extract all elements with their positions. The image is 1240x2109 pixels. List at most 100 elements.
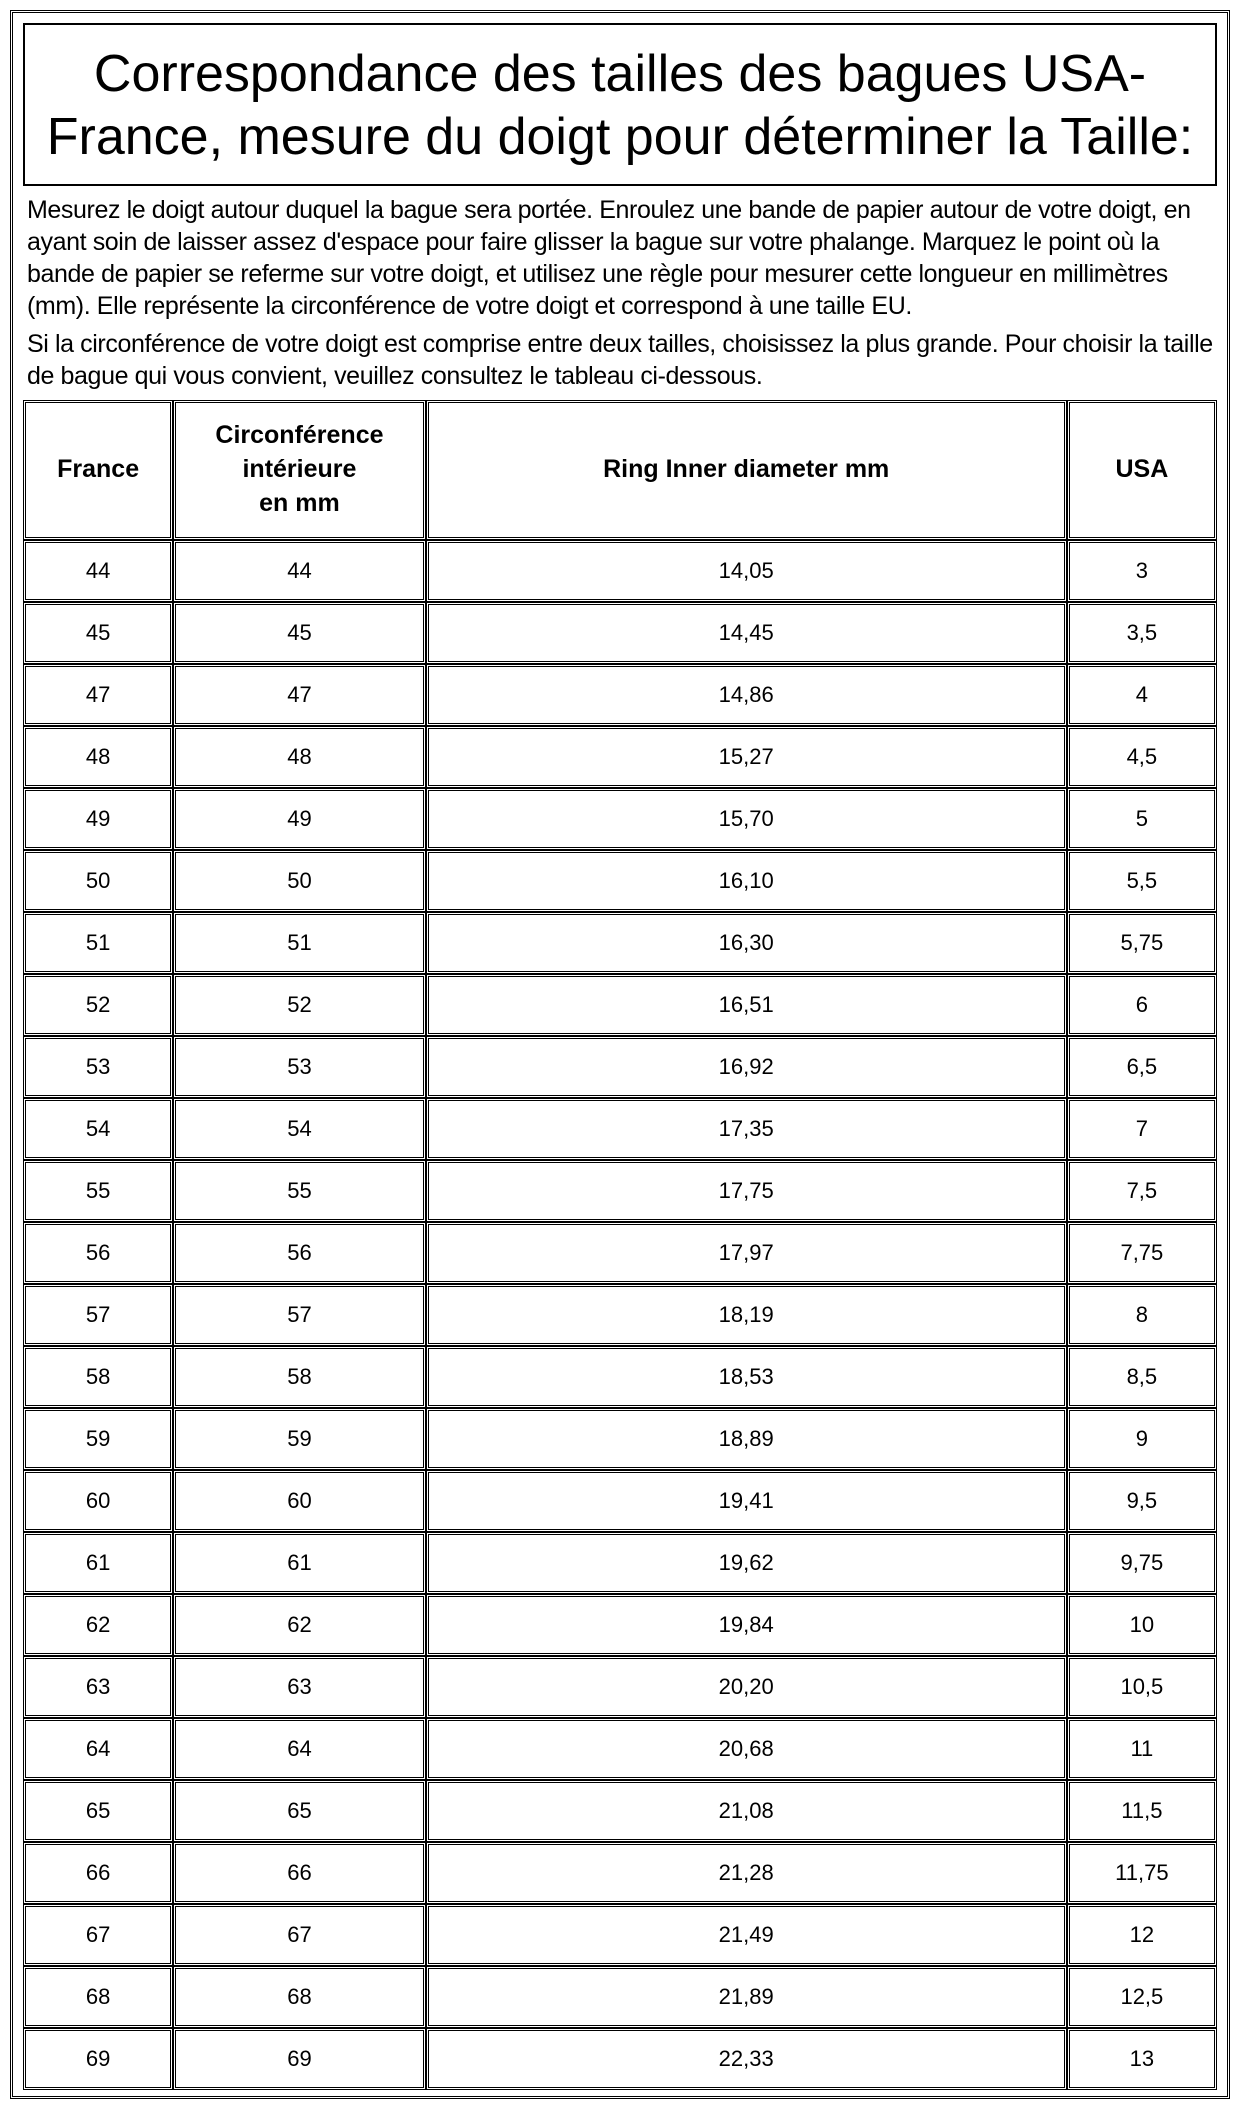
table-row: 474714,864: [23, 664, 1217, 726]
table-cell: 49: [173, 788, 425, 850]
table-cell: 50: [23, 850, 173, 912]
table-row: 494915,705: [23, 788, 1217, 850]
table-cell: 44: [173, 540, 425, 602]
col-header-circumference: Circonférence intérieure en mm: [173, 400, 425, 540]
table-cell: 61: [173, 1532, 425, 1594]
table-cell: 15,27: [426, 726, 1067, 788]
table-cell: 56: [173, 1222, 425, 1284]
table-cell: 6: [1067, 974, 1217, 1036]
table-row: 515116,305,75: [23, 912, 1217, 974]
table-cell: 3,5: [1067, 602, 1217, 664]
table-row: 505016,105,5: [23, 850, 1217, 912]
table-cell: 54: [23, 1098, 173, 1160]
table-cell: 16,92: [426, 1036, 1067, 1098]
table-cell: 9,75: [1067, 1532, 1217, 1594]
table-cell: 47: [23, 664, 173, 726]
table-cell: 11,5: [1067, 1780, 1217, 1842]
table-cell: 65: [173, 1780, 425, 1842]
table-cell: 20,20: [426, 1656, 1067, 1718]
table-cell: 17,75: [426, 1160, 1067, 1222]
table-cell: 58: [23, 1346, 173, 1408]
table-cell: 21,28: [426, 1842, 1067, 1904]
table-cell: 60: [173, 1470, 425, 1532]
col-header-circumference-line3: en mm: [259, 489, 340, 517]
table-cell: 7,75: [1067, 1222, 1217, 1284]
table-cell: 17,35: [426, 1098, 1067, 1160]
table-cell: 59: [173, 1408, 425, 1470]
table-cell: 48: [173, 726, 425, 788]
table-cell: 13: [1067, 2028, 1217, 2090]
table-cell: 14,45: [426, 602, 1067, 664]
table-cell: 21,08: [426, 1780, 1067, 1842]
table-cell: 4: [1067, 664, 1217, 726]
table-cell: 7: [1067, 1098, 1217, 1160]
table-cell: 50: [173, 850, 425, 912]
table-cell: 65: [23, 1780, 173, 1842]
col-header-diameter: Ring Inner diameter mm: [426, 400, 1067, 540]
table-cell: 66: [23, 1842, 173, 1904]
table-cell: 10,5: [1067, 1656, 1217, 1718]
table-cell: 21,49: [426, 1904, 1067, 1966]
table-cell: 14,86: [426, 664, 1067, 726]
table-cell: 55: [23, 1160, 173, 1222]
table-cell: 22,33: [426, 2028, 1067, 2090]
size-conversion-table: France Circonférence intérieure en mm Ri…: [23, 400, 1217, 2090]
table-row: 595918,899: [23, 1408, 1217, 1470]
table-row: 525216,516: [23, 974, 1217, 1036]
table-row: 575718,198: [23, 1284, 1217, 1346]
table-cell: 17,97: [426, 1222, 1067, 1284]
table-cell: 5: [1067, 788, 1217, 850]
table-cell: 44: [23, 540, 173, 602]
table-row: 616119,629,75: [23, 1532, 1217, 1594]
table-row: 676721,4912: [23, 1904, 1217, 1966]
table-cell: 63: [173, 1656, 425, 1718]
table-cell: 68: [23, 1966, 173, 2028]
table-row: 484815,274,5: [23, 726, 1217, 788]
table-cell: 14,05: [426, 540, 1067, 602]
table-cell: 16,10: [426, 850, 1067, 912]
table-cell: 56: [23, 1222, 173, 1284]
table-cell: 49: [23, 788, 173, 850]
table-row: 656521,0811,5: [23, 1780, 1217, 1842]
table-cell: 18,89: [426, 1408, 1067, 1470]
table-cell: 5,75: [1067, 912, 1217, 974]
title-box: Correspondance des tailles des bagues US…: [23, 23, 1217, 186]
col-header-usa: USA: [1067, 400, 1217, 540]
table-cell: 58: [173, 1346, 425, 1408]
table-cell: 64: [173, 1718, 425, 1780]
table-cell: 57: [23, 1284, 173, 1346]
table-cell: 5,5: [1067, 850, 1217, 912]
table-cell: 18,53: [426, 1346, 1067, 1408]
table-cell: 59: [23, 1408, 173, 1470]
table-cell: 16,51: [426, 974, 1067, 1036]
table-cell: 11: [1067, 1718, 1217, 1780]
table-cell: 20,68: [426, 1718, 1067, 1780]
table-cell: 16,30: [426, 912, 1067, 974]
col-header-france: France: [23, 400, 173, 540]
instructions: Mesurez le doigt autour duquel la bague …: [27, 194, 1213, 392]
table-cell: 51: [173, 912, 425, 974]
table-row: 606019,419,5: [23, 1470, 1217, 1532]
table-row: 535316,926,5: [23, 1036, 1217, 1098]
table-cell: 12,5: [1067, 1966, 1217, 2028]
table-row: 636320,2010,5: [23, 1656, 1217, 1718]
table-row: 696922,3313: [23, 2028, 1217, 2090]
table-cell: 53: [23, 1036, 173, 1098]
table-cell: 8: [1067, 1284, 1217, 1346]
instructions-paragraph-1: Mesurez le doigt autour duquel la bague …: [27, 194, 1213, 322]
table-body: 444414,053454514,453,5474714,864484815,2…: [23, 540, 1217, 2090]
table-cell: 21,89: [426, 1966, 1067, 2028]
table-cell: 45: [173, 602, 425, 664]
table-cell: 19,84: [426, 1594, 1067, 1656]
table-cell: 57: [173, 1284, 425, 1346]
table-header-row: France Circonférence intérieure en mm Ri…: [23, 400, 1217, 540]
table-cell: 4,5: [1067, 726, 1217, 788]
table-cell: 12: [1067, 1904, 1217, 1966]
table-cell: 3: [1067, 540, 1217, 602]
instructions-paragraph-2: Si la circonférence de votre doigt est c…: [27, 328, 1213, 392]
table-cell: 9: [1067, 1408, 1217, 1470]
table-row: 444414,053: [23, 540, 1217, 602]
table-cell: 8,5: [1067, 1346, 1217, 1408]
table-cell: 19,62: [426, 1532, 1067, 1594]
table-cell: 52: [173, 974, 425, 1036]
